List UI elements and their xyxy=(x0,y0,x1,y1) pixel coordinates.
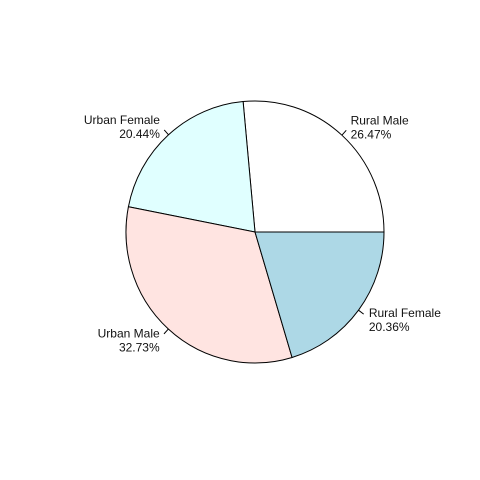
pie-leader-line xyxy=(358,309,364,315)
pie-leader-line xyxy=(163,328,169,335)
pie-label-percent: 20.36% xyxy=(369,320,410,334)
pie-label-percent: 32.73% xyxy=(119,341,160,355)
pie-leader-line xyxy=(341,130,347,136)
pie-label-percent: 26.47% xyxy=(351,128,392,142)
pie-label: Rural Male 26.47% xyxy=(351,114,409,142)
pie-label-percent: 20.44% xyxy=(119,127,160,141)
pie-label-name: Urban Female xyxy=(84,113,160,127)
pie-label: Rural Female 20.36% xyxy=(369,306,441,334)
pie-leader-line xyxy=(163,129,169,136)
pie-label-name: Rural Male xyxy=(351,114,409,128)
pie-slice-urban-male xyxy=(125,206,293,364)
pie-label-name: Urban Male xyxy=(98,327,160,341)
pie-label: Urban Male 32.73% xyxy=(98,327,160,355)
pie-slice-rural-male xyxy=(242,100,385,233)
pie-label-name: Rural Female xyxy=(369,306,441,320)
pie-label: Urban Female 20.44% xyxy=(84,113,160,141)
